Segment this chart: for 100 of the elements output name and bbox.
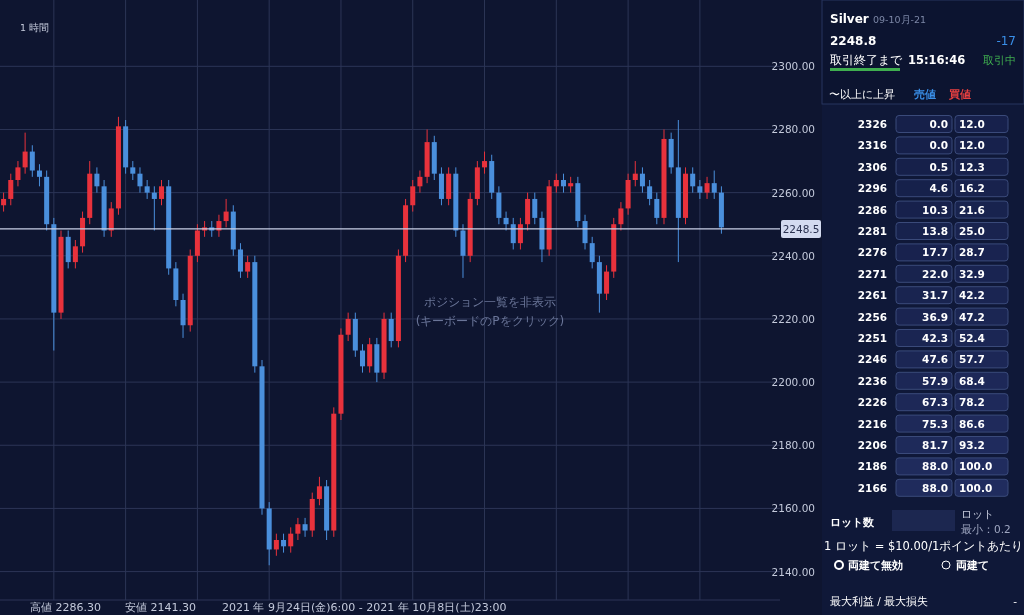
cell: 4.6 <box>895 179 953 198</box>
text: 09-10月-21 <box>873 14 927 25</box>
data-label: 12.0 <box>959 139 985 152</box>
y-tick-label: 2246 <box>857 353 887 366</box>
y-tick-label: 2316 <box>857 139 887 152</box>
data-label: 13.8 <box>922 225 948 237</box>
data-label: 0.0 <box>929 139 948 152</box>
text: 最小：0.2 <box>961 523 1011 535</box>
data-label: 17.7 <box>922 246 948 259</box>
data-label: 86.6 <box>959 417 985 430</box>
text: 15:16:46 <box>908 53 966 67</box>
data-label: 47.2 <box>959 310 985 323</box>
text: ロット数 <box>830 516 875 528</box>
annotation: (キーボードのPをクリック) <box>415 314 565 328</box>
data-label: 16.2 <box>959 182 985 195</box>
data-label: 88.0 <box>922 460 948 473</box>
y-tick-label: 2306 <box>857 160 887 173</box>
text: 2021 年 9月24日(金)6:00 - 2021 年 10月8日(土)23:00 <box>222 601 507 614</box>
data-label: 42.2 <box>959 289 985 302</box>
data-label: 36.9 <box>922 310 948 323</box>
y-tick-label: 2166 <box>857 481 887 494</box>
data-label: 4.6 <box>929 182 948 195</box>
cell: 13.8 <box>895 222 953 240</box>
data-label: 88.0 <box>922 481 948 494</box>
y-tick-label: 2140.00 <box>771 565 815 578</box>
cell: 88.0 <box>895 457 953 476</box>
data-label: 0.5 <box>929 160 948 173</box>
cell: 16.2 <box>954 179 1009 198</box>
cell: 21.6 <box>954 200 1009 219</box>
cell: 0.5 <box>895 157 953 176</box>
data-label: 52.4 <box>959 332 985 344</box>
cell: 100.0 <box>954 457 1009 476</box>
y-tick-label: 2271 <box>857 267 887 280</box>
cell: 47.6 <box>895 350 953 369</box>
y-tick-label: 2296 <box>857 182 887 195</box>
text: 〜以上に上昇 <box>829 88 895 100</box>
data-label: 42.3 <box>922 332 948 344</box>
cell: 36.9 <box>895 307 953 326</box>
cell: 0.0 <box>895 115 953 133</box>
cell: 93.2 <box>954 436 1009 454</box>
text: Silver <box>830 12 869 26</box>
data-label: 68.4 <box>959 374 985 387</box>
cell: 52.4 <box>954 329 1009 347</box>
data-label: 22.0 <box>922 267 948 280</box>
text: 最大利益 / 最大損失 <box>830 595 929 607</box>
y-tick-label: 2216 <box>857 417 887 430</box>
text: - <box>1013 595 1018 607</box>
y-tick-label: 2206 <box>857 439 887 451</box>
data-label: 57.7 <box>959 353 985 366</box>
data-label: 12.0 <box>959 118 985 130</box>
cell: 57.9 <box>895 371 953 390</box>
cell: 81.7 <box>895 436 953 454</box>
cell: 28.7 <box>954 243 1009 262</box>
data-label: 31.7 <box>922 289 948 302</box>
y-tick-label: 2226 <box>857 396 887 409</box>
cell: 12.0 <box>954 115 1009 133</box>
cell: 32.9 <box>954 264 1009 283</box>
cell: 42.3 <box>895 329 953 347</box>
text: 高値 2286.30 <box>30 601 101 614</box>
text: 安値 2141.30 <box>125 601 196 614</box>
text: 取引終了まで <box>830 53 903 67</box>
cell: 10.3 <box>895 200 953 219</box>
y-tick-label: 2160.00 <box>771 502 815 515</box>
y-tick-label: 2276 <box>857 246 887 259</box>
x-tick-label: 買値 <box>948 88 971 100</box>
cell: 86.6 <box>954 414 1009 433</box>
data-label: 21.6 <box>959 203 985 216</box>
cell: 25.0 <box>954 222 1009 240</box>
cell: 31.7 <box>895 286 953 305</box>
data-label: 67.3 <box>922 396 948 409</box>
cell: 47.2 <box>954 307 1009 326</box>
text: 両建て無効 <box>848 559 903 572</box>
data-label: 12.3 <box>959 160 985 173</box>
y-tick-label: 2300.00 <box>771 60 815 73</box>
cell: 78.2 <box>954 393 1009 412</box>
data-label: 100.0 <box>959 481 993 494</box>
cell: 100.0 <box>954 478 1009 497</box>
y-tick-label: 2281 <box>857 225 887 237</box>
annotation: ポジション一覧を非表示 <box>424 295 556 309</box>
cell: 42.2 <box>954 286 1009 305</box>
y-tick-label: 2280.00 <box>771 123 815 136</box>
cell: 57.7 <box>954 350 1009 369</box>
y-tick-label: 2240.00 <box>771 249 815 262</box>
cell: 68.4 <box>954 371 1009 390</box>
data-label: 100.0 <box>959 460 993 473</box>
cell: 67.3 <box>895 393 953 412</box>
cell: 88.0 <box>895 478 953 497</box>
data-label: 25.0 <box>959 225 985 237</box>
y-tick-label: 2261 <box>857 289 887 302</box>
data-label: 47.6 <box>922 353 948 366</box>
y-tick-label: 2286 <box>857 203 887 216</box>
data-label: 10.3 <box>922 203 948 216</box>
data-label: 0.0 <box>929 118 948 130</box>
y-tick-label: 2180.00 <box>771 439 815 452</box>
y-tick-label: 2186 <box>857 460 887 473</box>
y-tick-label: 2200.00 <box>771 376 815 389</box>
cell: 75.3 <box>895 414 953 433</box>
data-label: 75.3 <box>922 417 948 430</box>
text: 2248.8 <box>830 34 877 48</box>
y-tick-label: 2236 <box>857 374 887 387</box>
